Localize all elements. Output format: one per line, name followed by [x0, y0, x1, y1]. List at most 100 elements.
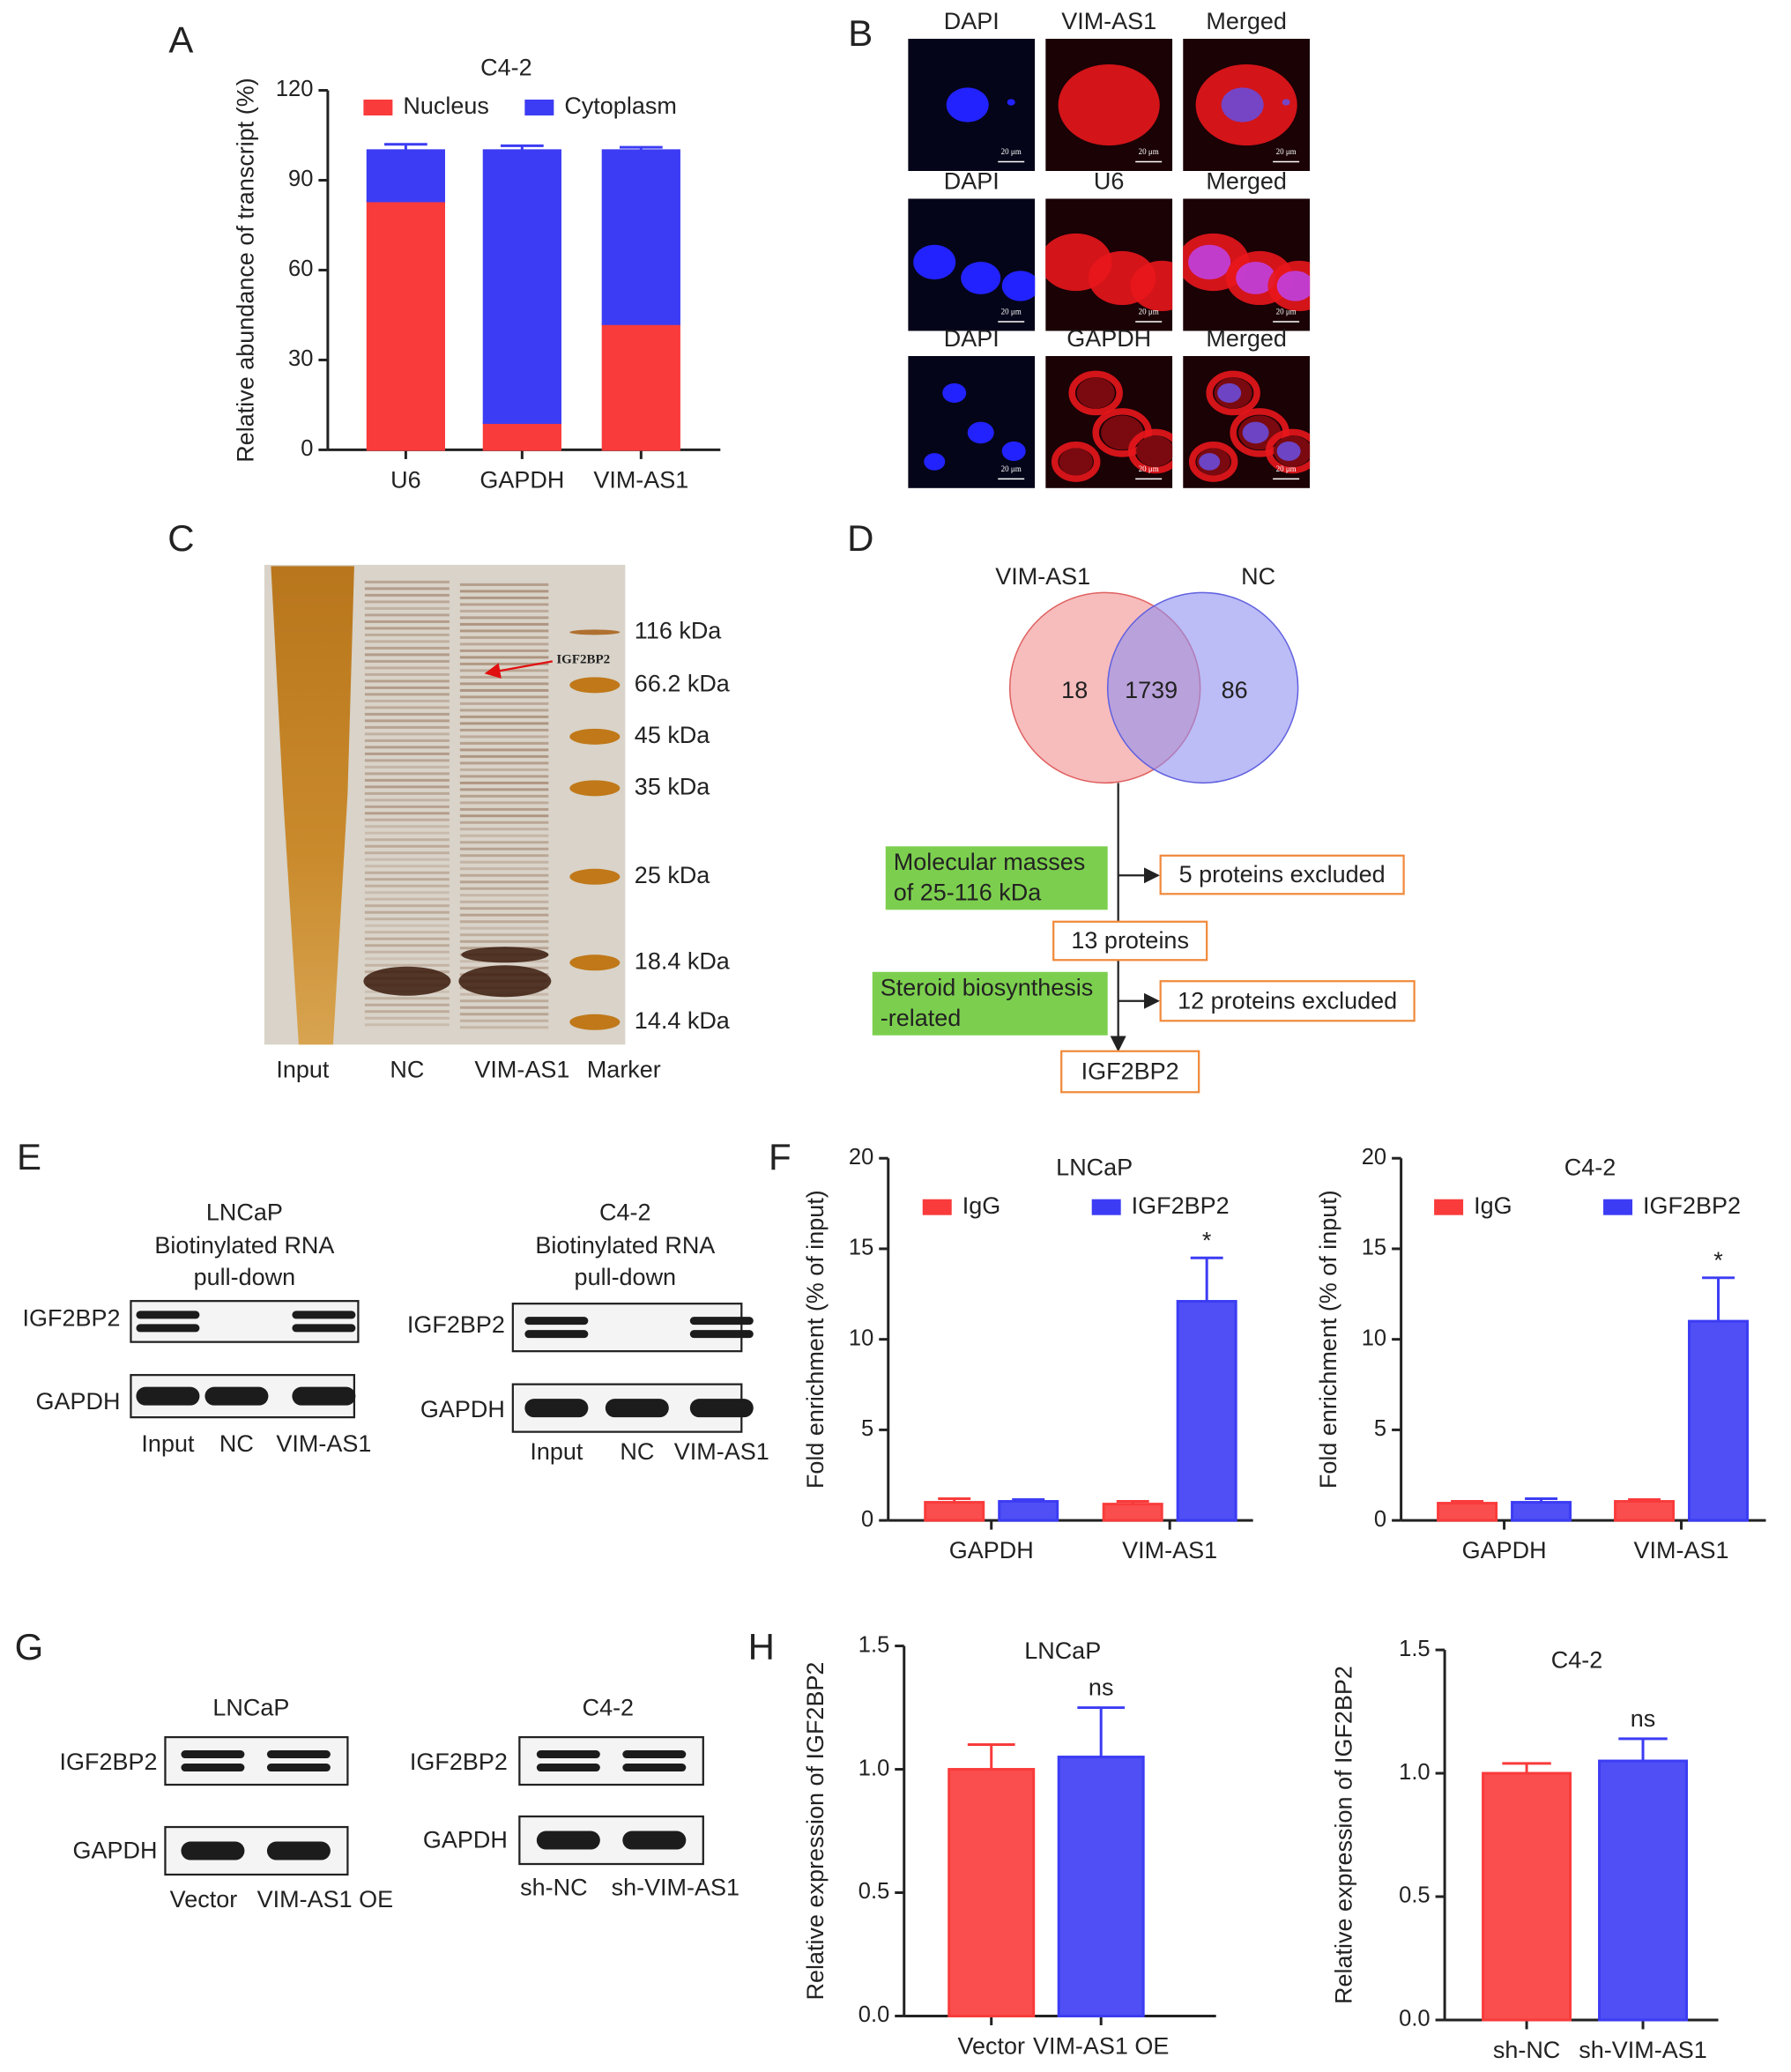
nucleus: [1199, 453, 1221, 471]
blot-band: [136, 1311, 200, 1319]
filter-label: Steroid biosynthesis: [881, 974, 1094, 1000]
marker-label: 116 kDa: [635, 617, 722, 643]
chart-title: C4-2: [1551, 1647, 1603, 1674]
bar: [998, 1500, 1059, 1522]
marker-label: 18.4 kDa: [635, 947, 730, 974]
legend-swatch: [1603, 1199, 1633, 1215]
channel-label: DAPI: [944, 325, 1000, 352]
venn-count: 1739: [1125, 677, 1178, 703]
blot-band: [536, 1831, 600, 1850]
nucleus: [1276, 271, 1311, 301]
marker-label: 45 kDa: [635, 722, 710, 748]
x-tick-label: VIM-AS1: [593, 467, 688, 494]
panel-label: B: [848, 12, 873, 54]
blot-band: [181, 1841, 245, 1860]
scale-bar-label: 20 μm: [1139, 308, 1159, 316]
lane-label: NC: [390, 1056, 424, 1082]
blot-lane-label: sh-NC: [520, 1875, 587, 1901]
bar-segment: [366, 149, 446, 203]
cytoplasm: [1058, 63, 1160, 146]
filter-box: [872, 971, 1108, 1036]
blot-row-label: IGF2BP2: [22, 1304, 120, 1331]
blot-frame: [164, 1735, 349, 1786]
blot-band: [292, 1311, 356, 1319]
micrograph: 20 μm: [908, 355, 1036, 488]
marker-band: [569, 728, 621, 745]
x-tick-label: VIM-AS1: [1122, 1537, 1217, 1563]
y-tick-label: 0: [1374, 1507, 1386, 1532]
y-axis-label: Fold enrichment (% of input): [1315, 1190, 1341, 1489]
chart-title: C4-2: [480, 55, 531, 81]
blot-title: Biotinylated RNA: [154, 1232, 334, 1259]
y-axis-label: Relative abundance of transcript (%): [233, 78, 259, 462]
y-tick-label: 10: [1362, 1326, 1386, 1350]
marker-label: 35 kDa: [635, 773, 710, 799]
nucleus: [942, 382, 967, 403]
arrow: [484, 660, 554, 679]
y-tick-label: 1.5: [1399, 1637, 1430, 1661]
blot-band: [266, 1750, 331, 1759]
blot-lane-label: NC: [219, 1430, 254, 1457]
bar-segment: [601, 323, 680, 451]
blot-row-label: GAPDH: [420, 1396, 505, 1422]
legend-label: IGF2BP2: [1643, 1192, 1741, 1219]
result-box: [1159, 980, 1416, 1022]
scale-bar-label: 20 μm: [1001, 147, 1022, 156]
y-tick-label: 0: [301, 436, 313, 461]
cytoplasm: [1206, 370, 1260, 416]
blot-band: [524, 1317, 589, 1326]
blot-band: [266, 1841, 331, 1860]
micrograph: 20 μm: [908, 39, 1036, 171]
y-tick-label: 5: [1374, 1416, 1386, 1441]
y-tick-label: 0.0: [858, 2002, 889, 2027]
bar: [1057, 1756, 1145, 2017]
legend-swatch: [363, 100, 393, 116]
blot-band: [292, 1324, 356, 1333]
blot-row-label: GAPDH: [423, 1827, 508, 1853]
blot-lane-label: VIM-AS1: [276, 1430, 371, 1457]
scale-bar-label: 20 μm: [1276, 464, 1297, 473]
bar: [1176, 1300, 1237, 1522]
legend-swatch: [922, 1199, 952, 1215]
bar: [1688, 1319, 1750, 1522]
channel-label: GAPDH: [1066, 325, 1151, 352]
x-tick-label: sh-VIM-AS1: [1579, 2037, 1706, 2063]
bar: [924, 1501, 985, 1522]
venn-count: 86: [1222, 677, 1248, 703]
legend-swatch: [1091, 1199, 1121, 1215]
y-tick-label: 60: [288, 256, 313, 281]
significance-label: ns: [1631, 1705, 1656, 1732]
legend-label: Nucleus: [403, 93, 488, 119]
marker-label: 14.4 kDa: [635, 1007, 730, 1034]
cytoplasm: [1127, 428, 1173, 474]
cytoplasm: [1188, 441, 1238, 482]
result-box: [1060, 1050, 1200, 1094]
nucleus: [1217, 382, 1242, 403]
y-tick-label: 20: [849, 1145, 873, 1170]
significance-label: ns: [1089, 1675, 1114, 1701]
nucleus: [946, 87, 989, 123]
marker-band: [569, 780, 621, 797]
channel-label: Merged: [1206, 325, 1287, 352]
y-tick-label: 5: [861, 1416, 873, 1441]
micrograph: 20 μm: [1045, 198, 1173, 331]
input-lane: [271, 566, 354, 1045]
bar-segment: [366, 200, 446, 451]
channel-label: VIM-AS1: [1061, 8, 1156, 34]
blot-title: LNCaP: [212, 1695, 289, 1721]
cytoplasm: [1051, 441, 1101, 482]
bar: [1511, 1501, 1572, 1522]
y-axis-label: Fold enrichment (% of input): [802, 1190, 829, 1489]
nucleus: [967, 421, 994, 444]
filter-label: Molecular masses: [894, 849, 1085, 875]
chart-title: LNCaP: [1056, 1154, 1133, 1180]
bar-segment: [601, 149, 680, 325]
blot-band: [689, 1330, 754, 1339]
micrograph: 20 μm: [1183, 355, 1311, 488]
blot-lane-label: Input: [530, 1438, 583, 1465]
arrow-label: IGF2BP2: [556, 652, 610, 666]
blot-band: [136, 1324, 200, 1333]
cytoplasm-fill: [1059, 448, 1093, 476]
gel-band: [461, 947, 549, 963]
